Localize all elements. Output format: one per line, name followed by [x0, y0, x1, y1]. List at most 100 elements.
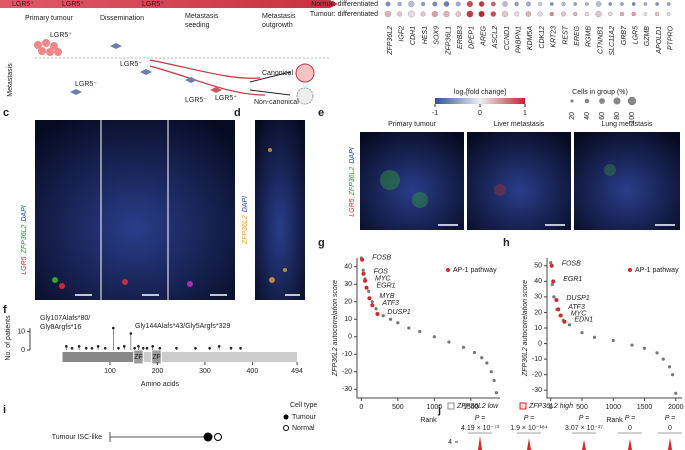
- panel-label: g: [318, 237, 325, 249]
- dot: [584, 11, 590, 17]
- size-key: [584, 98, 590, 104]
- gene-point: [485, 361, 489, 365]
- dot: [608, 11, 613, 17]
- protein-bar: [62, 352, 297, 362]
- x-tick-label: 0: [549, 404, 553, 411]
- dot: [585, 2, 589, 6]
- primary-tumour-cells: [34, 39, 62, 56]
- mutation-head: [122, 345, 126, 348]
- gene-label: DPEP1: [469, 26, 476, 49]
- micrograph-e: [467, 132, 571, 230]
- mutation-head: [229, 346, 233, 350]
- dot: [595, 1, 602, 7]
- route-arrows: [249, 71, 291, 96]
- point-label: FOSB: [372, 255, 391, 262]
- dot: [385, 1, 391, 7]
- dot: [455, 11, 461, 17]
- micrograph-d: [255, 120, 305, 300]
- mutation-annotation: Gly8Argfs*16: [40, 324, 81, 331]
- mutation-head: [151, 345, 154, 348]
- p-value: 1.9 × 10⁻¹⁸⁴: [510, 425, 547, 432]
- y-tick-label: 10: [534, 325, 542, 332]
- colorbar-tick-label: 0: [478, 110, 482, 117]
- ap1-point: [361, 271, 366, 276]
- y-tick-label: 10: [17, 329, 25, 336]
- size-key: [613, 97, 621, 105]
- gene-point: [418, 329, 422, 334]
- size-key: [627, 96, 637, 106]
- x-tick-label: 1500: [637, 404, 653, 411]
- gene-point: [674, 391, 678, 395]
- mutation-head: [96, 345, 100, 348]
- legend-swatch: [519, 402, 527, 410]
- dot: [455, 1, 461, 7]
- dot: [490, 1, 496, 7]
- y-tick-label: -20: [342, 369, 352, 376]
- gene-point: [381, 314, 385, 318]
- ap1-point: [556, 307, 561, 312]
- x-axis-label: Rank: [420, 417, 437, 424]
- mutation-head: [90, 346, 94, 350]
- violin-tips: [478, 436, 672, 450]
- x-tick-label: 400: [247, 368, 259, 375]
- gene-label: ZFP36L2: [387, 26, 394, 56]
- stage-label: outgrowth: [262, 22, 293, 29]
- stage-label: Metastasis: [262, 13, 296, 20]
- y-tick-label: -20: [532, 372, 542, 379]
- y-axis-label: ZFP36L2 autocorrelation score: [332, 280, 339, 377]
- scale-bars: [75, 224, 675, 296]
- dot: [643, 2, 648, 6]
- mutation-head: [217, 345, 221, 348]
- x-tick-label: 100: [104, 368, 116, 375]
- gene-point: [492, 378, 496, 383]
- point-label: ATF3: [567, 304, 585, 311]
- mutation-head: [111, 326, 115, 330]
- dot: [561, 1, 566, 7]
- p-label: P =: [665, 415, 675, 422]
- legend-swatch: [283, 414, 289, 420]
- dot: [549, 11, 554, 17]
- size-label: 20: [569, 112, 576, 120]
- y-tick-label: 10: [344, 316, 352, 323]
- channel-name: LGR5: [349, 198, 356, 216]
- micrograph-title: Primary tumour: [388, 121, 437, 128]
- outgrowth-cluster: [296, 87, 314, 105]
- panel-label: i: [3, 404, 6, 416]
- axes: [546, 258, 682, 399]
- tumour-dot: [203, 432, 213, 442]
- dot: [432, 1, 438, 7]
- gene-point: [550, 282, 554, 287]
- legend-label: Tumour: [292, 414, 317, 421]
- x-tick-label: 1500: [463, 404, 479, 411]
- dot: [667, 2, 671, 6]
- gene-label: KDM5A: [527, 26, 534, 50]
- gene-label: PABPN1: [516, 26, 523, 53]
- mutation-head: [145, 346, 149, 350]
- gene-point: [407, 326, 411, 330]
- micrograph-c: [35, 120, 235, 300]
- panel-label: j: [437, 404, 441, 416]
- gene-point: [489, 370, 493, 374]
- dot: [501, 10, 509, 18]
- route-label: Canonical: [262, 70, 294, 77]
- dot: [654, 11, 660, 17]
- dot: [408, 10, 415, 18]
- outgrowth-cluster: [295, 63, 315, 83]
- arrow-label: LGR5⁺: [12, 1, 34, 8]
- gene-label: GRB7: [621, 25, 628, 45]
- legend-title: Cell type: [290, 402, 317, 409]
- dot: [443, 1, 450, 7]
- point-label: EGR1: [376, 283, 395, 290]
- domain-label: ZF: [134, 354, 143, 361]
- channel-label: ZFP36L2 DAPI: [242, 196, 249, 245]
- disseminated-cells: [70, 43, 222, 95]
- x-tick-label: 200: [152, 368, 164, 375]
- dot: [643, 12, 648, 16]
- channel-name: DAPI: [21, 205, 28, 221]
- y-tick-label: 50: [534, 263, 542, 270]
- gene-label: EREG: [574, 25, 581, 45]
- dot: [420, 1, 426, 7]
- p-value: 0: [628, 425, 632, 432]
- channel-name: LGR5: [21, 256, 28, 274]
- legend-title: log₂[fold change]: [454, 89, 506, 96]
